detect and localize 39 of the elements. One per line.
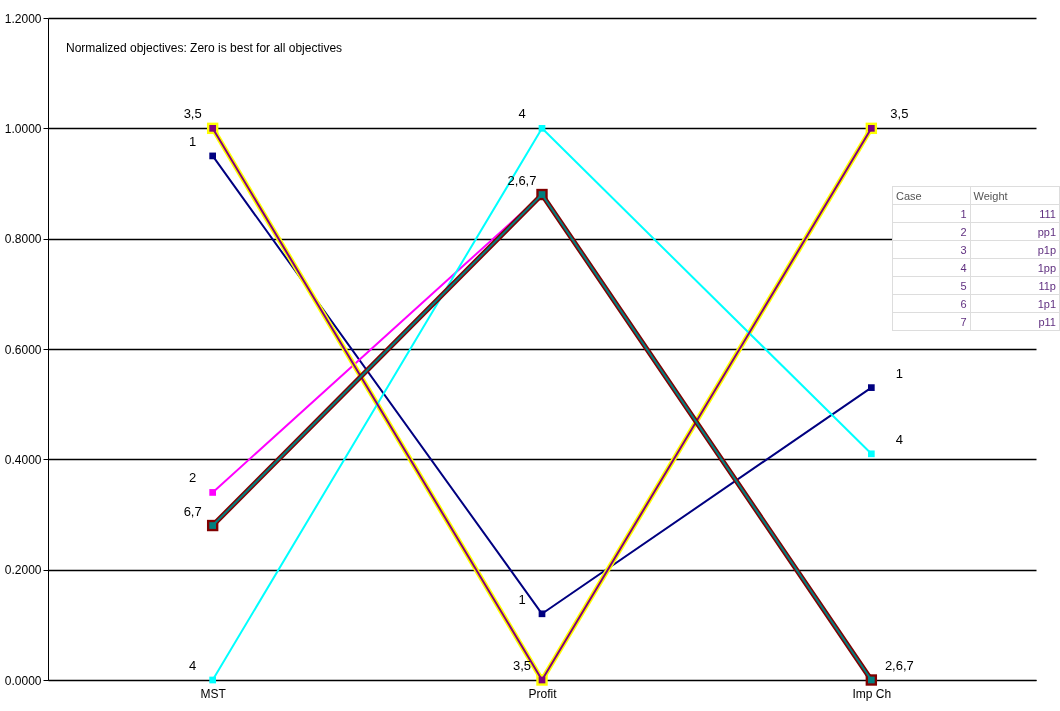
annotation: 4	[518, 106, 526, 122]
annotation: 2	[892, 222, 971, 241]
annotation: Weight	[970, 186, 1060, 205]
x-tick-label: Profit	[528, 686, 558, 701]
annotation: 6,7	[183, 503, 202, 519]
annotation: 4	[895, 431, 903, 447]
annotation: 1	[892, 204, 971, 223]
annotation: 2	[189, 470, 197, 486]
annotation: 4	[189, 658, 197, 673]
y-tick-label: 1.2000	[4, 11, 42, 26]
y-tick-label: 0.2000	[4, 563, 42, 578]
text: 111	[970, 204, 1060, 223]
annotation: 3,5	[890, 106, 909, 122]
annotation: 3,5	[512, 658, 532, 673]
text: 1pp	[970, 258, 1060, 277]
y-tick-label: 0.4000	[4, 452, 42, 467]
text: 1p1	[970, 294, 1060, 313]
annotation: 5	[892, 276, 971, 295]
text: p1p	[970, 240, 1060, 259]
annotation: 2,6,7	[884, 658, 914, 673]
annotation: 4	[892, 258, 971, 277]
annotation: 1	[189, 133, 197, 149]
annotation: 1	[518, 591, 526, 607]
annotation: Normalized objectives: Zero is best for all objectives	[66, 41, 343, 55]
annotation: 6	[892, 294, 971, 313]
x-tick-label: MST	[200, 686, 227, 701]
text: 11p	[970, 276, 1060, 295]
y-tick-label: 0.6000	[4, 342, 42, 357]
x-tick-label: Imp Ch	[852, 686, 892, 701]
text: p11	[970, 312, 1060, 331]
y-tick-label: 1.0000	[4, 121, 42, 136]
annotation: 3	[892, 240, 971, 259]
y-tick-label: 0.0000	[4, 673, 42, 688]
y-tick-label: 0.8000	[4, 232, 42, 247]
annotation: 7	[892, 312, 971, 331]
annotation: 3,5	[183, 106, 202, 122]
annotation: Case	[892, 186, 971, 205]
text: pp1	[970, 222, 1060, 241]
annotation: 1	[895, 365, 903, 381]
